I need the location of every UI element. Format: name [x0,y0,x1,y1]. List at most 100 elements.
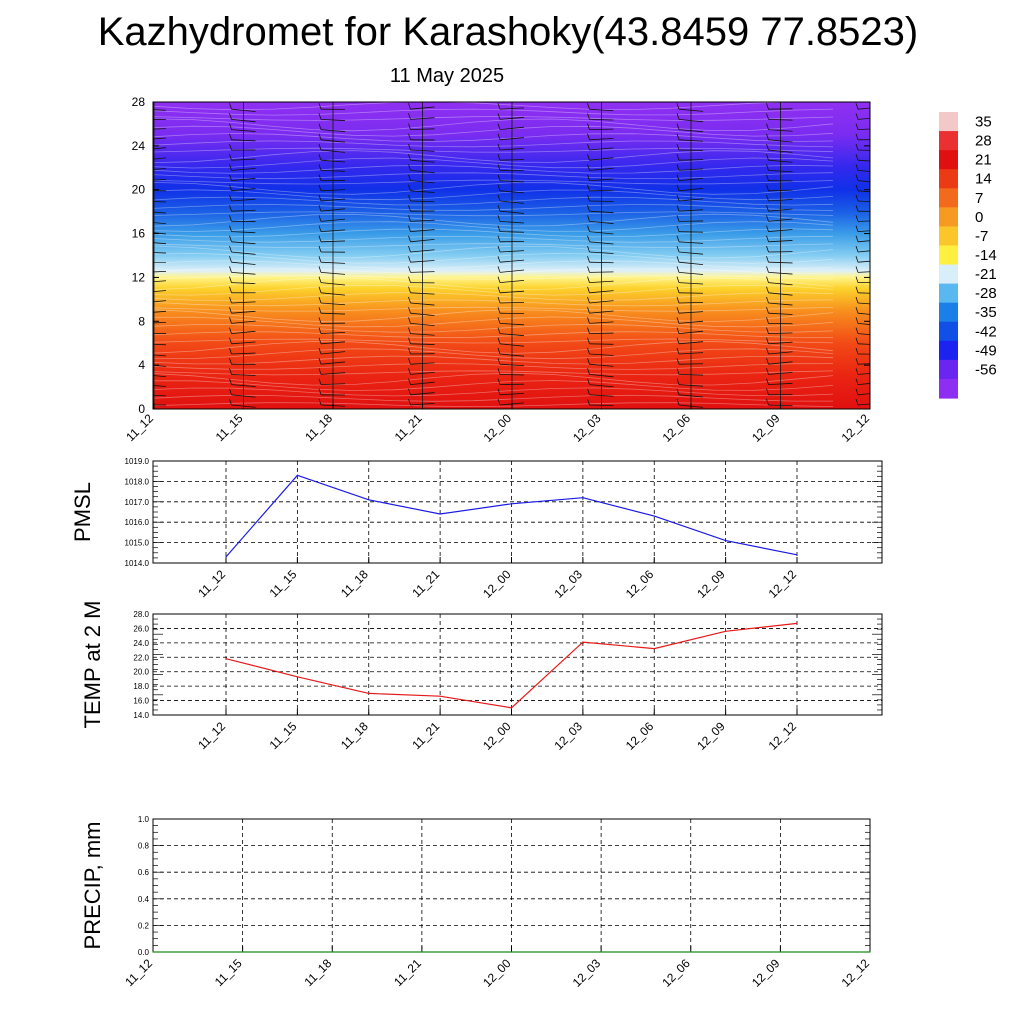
wind-barb-flag [855,245,859,253]
wind-barb-flag [318,184,322,191]
wind-barb-flag [855,256,859,263]
wind-barb-flag [229,225,232,232]
colorbar-label: 0 [975,209,983,226]
wind-barb-flag [855,378,859,385]
wind-barb-flag [855,154,859,161]
wind-barb [857,117,870,120]
chart-subtitle: 11 May 2025 [389,65,505,87]
y-tick-label: 20.0 [133,668,149,677]
wind-barb-flag [587,245,590,253]
wind-barb-flag [497,337,501,344]
wind-barb-flag [497,266,501,273]
wind-barb-flag [497,388,501,395]
y-tick-label: 26.0 [133,624,149,633]
wind-barb-flag [766,154,769,161]
wind-barb-flag [587,103,590,110]
contour-line [153,116,834,121]
wind-barb-flag [318,235,322,242]
wind-barb-flag [229,317,232,324]
wind-barb-flag [140,328,142,334]
wind-barb-flag [587,174,590,181]
wind-barb-flag [318,164,322,171]
wind-barb-flag [318,398,322,406]
y-tick-label: 22.0 [133,653,149,662]
data-point [296,474,298,476]
y-tick-label: 0.2 [138,921,150,930]
wind-barb-flag [497,307,501,314]
contour-lines [153,102,834,408]
colorbar-label: -35 [975,304,997,321]
wind-barb-flag [676,358,680,365]
colorbar-segment [939,264,958,285]
wind-barb-flag [855,194,859,202]
wind-barb-flag [229,215,232,222]
x-tick-label: 11_12 [122,956,155,989]
wind-barb [857,323,870,325]
wind-barb-flag [408,398,411,406]
colorbar-segment [939,207,958,227]
wind-barb [857,170,870,172]
series-line [225,474,798,558]
data-point [869,951,871,953]
wind-barb-flag [676,143,680,151]
wind-barb-flag [140,348,142,354]
wind-barb [857,271,870,273]
wind-barb-flag [855,103,859,110]
wind-barb-flag [766,388,769,395]
data-point [368,692,370,695]
x-tick-label: 11_15 [213,411,246,444]
x-tick-label: 12_06 [659,956,693,990]
wind-barb-flag [140,113,142,119]
contour-line [153,380,834,391]
precip-panel: 0.0 0.2 0.4 0.6 0.8 1.0 11_12 11_15 11_18 11_21 12… [80,815,872,990]
wind-barb-flag [497,113,501,120]
wind-barb-flag [408,194,411,202]
y-tick-label: 24.0 [133,639,149,648]
colorbar-label: -28 [975,285,997,302]
x-tick-label: 11_12 [195,719,228,752]
wind-barb-flag [766,286,769,293]
colorbar: 35 28 21 14 7 0 -7 -14 -21 -28 -35 -42 -49 -56 [939,112,997,399]
wind-barb-flag [855,398,859,406]
x-tick-label: 12_12 [839,411,873,445]
x-tick-label: 12_12 [766,719,800,753]
colorbar-label: -14 [975,247,997,264]
data-point [421,951,423,953]
wind-barb [857,373,870,375]
wind-barb-flag [766,266,769,273]
wind-barb-flag [229,358,232,365]
wind-barb-flag [408,184,411,191]
wind-barb-flag [587,184,590,191]
wind-barb-flag [497,347,501,355]
colorbar-label: 21 [975,152,992,169]
wind-barbs [140,102,870,409]
wind-barb-flag [855,164,859,171]
wind-barb-flag [855,184,859,191]
wind-barb-flag [676,337,680,344]
contour-line [153,108,834,116]
contour-line [153,363,834,370]
contour-line [153,338,834,344]
wind-barb-flag [676,215,680,222]
wind-barb-flag [855,296,859,304]
wind-barb-flag [855,317,859,324]
data-point [296,676,298,678]
heatmap-field [153,102,870,409]
wind-barb [857,107,870,110]
colorbar-label: -21 [975,266,997,283]
y-tick-label: 4 [138,358,145,372]
wind-barb-flag [676,133,680,140]
data-point [653,515,655,517]
y-tick-label: 24 [132,139,146,153]
wind-barb-flag [497,317,501,324]
wind-barb-flag [766,215,769,222]
wind-barb-flag [497,245,501,253]
wind-barb-flag [766,276,769,283]
wind-barb-flag [229,184,232,191]
contour-line [153,284,834,296]
wind-barb-flag [229,368,232,375]
contour-line [153,402,834,408]
wind-barb-flag [855,235,859,242]
wind-barb-flag [229,337,232,344]
wind-barb-flag [676,235,680,242]
